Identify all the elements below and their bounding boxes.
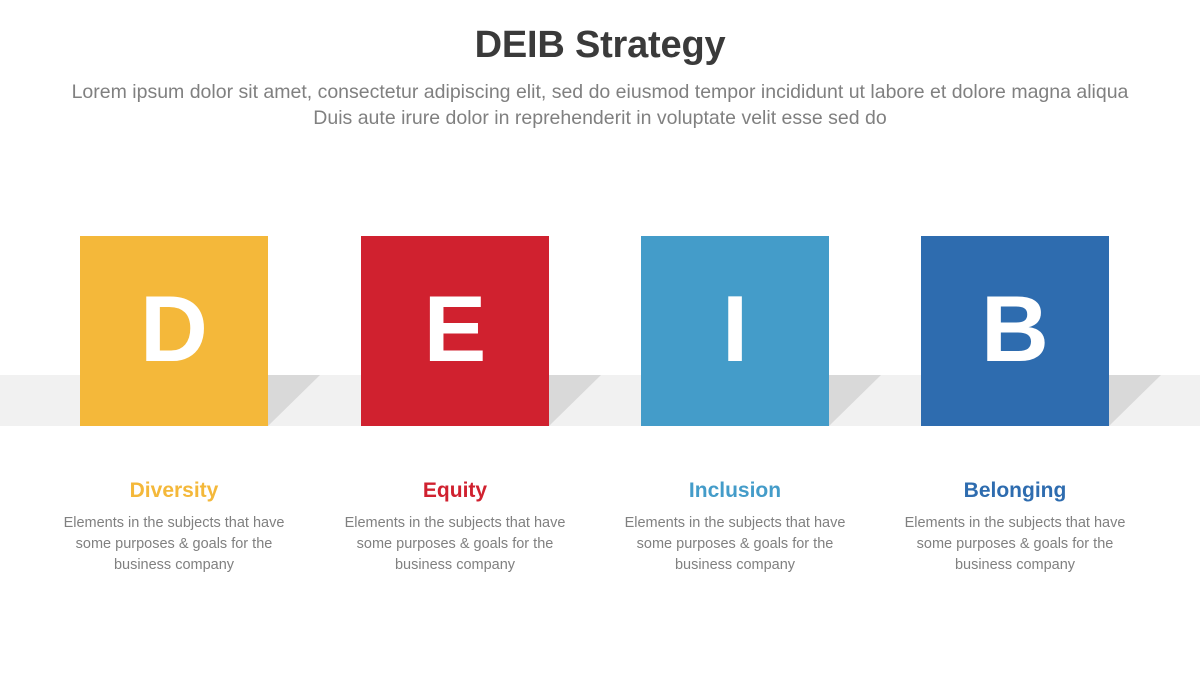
header: DEIB Strategy Lorem ipsum dolor sit amet… — [0, 0, 1200, 132]
letter-glyph-d: D — [140, 276, 208, 381]
caption-title-equity: Equity — [422, 479, 488, 502]
caption-description-belonging: Elements in the subjects that have some … — [904, 515, 1126, 574]
letter-box-diversity[interactable]: D — [80, 236, 268, 426]
caption-row: Diversity Elements in the subjects that … — [0, 478, 1200, 588]
letter-box-belonging[interactable]: B — [921, 236, 1109, 426]
letter-glyph-i: I — [721, 276, 749, 381]
letter-box-inclusion[interactable]: I — [641, 236, 829, 426]
letter-glyph-b: B — [981, 276, 1049, 381]
page-subtitle: Lorem ipsum dolor sit amet, consectetur … — [71, 80, 1129, 130]
letter-glyph-e: E — [423, 276, 487, 381]
caption-title-belonging: Belonging — [963, 479, 1067, 502]
caption-equity: Equity Elements in the subjects that hav… — [335, 478, 575, 576]
caption-title-diversity: Diversity — [129, 479, 219, 502]
caption-inclusion: Inclusion Elements in the subjects that … — [615, 478, 855, 576]
letter-box-row: D E I B — [0, 236, 1200, 426]
caption-diversity: Diversity Elements in the subjects that … — [54, 478, 294, 576]
caption-belonging: Belonging Elements in the subjects that … — [895, 478, 1135, 576]
caption-title-inclusion: Inclusion — [688, 479, 782, 502]
letter-box-equity[interactable]: E — [361, 236, 549, 426]
caption-description-diversity: Elements in the subjects that have some … — [63, 515, 285, 574]
page-title: DEIB Strategy — [474, 24, 726, 66]
caption-description-equity: Elements in the subjects that have some … — [344, 515, 566, 574]
caption-description-inclusion: Elements in the subjects that have some … — [624, 515, 846, 574]
